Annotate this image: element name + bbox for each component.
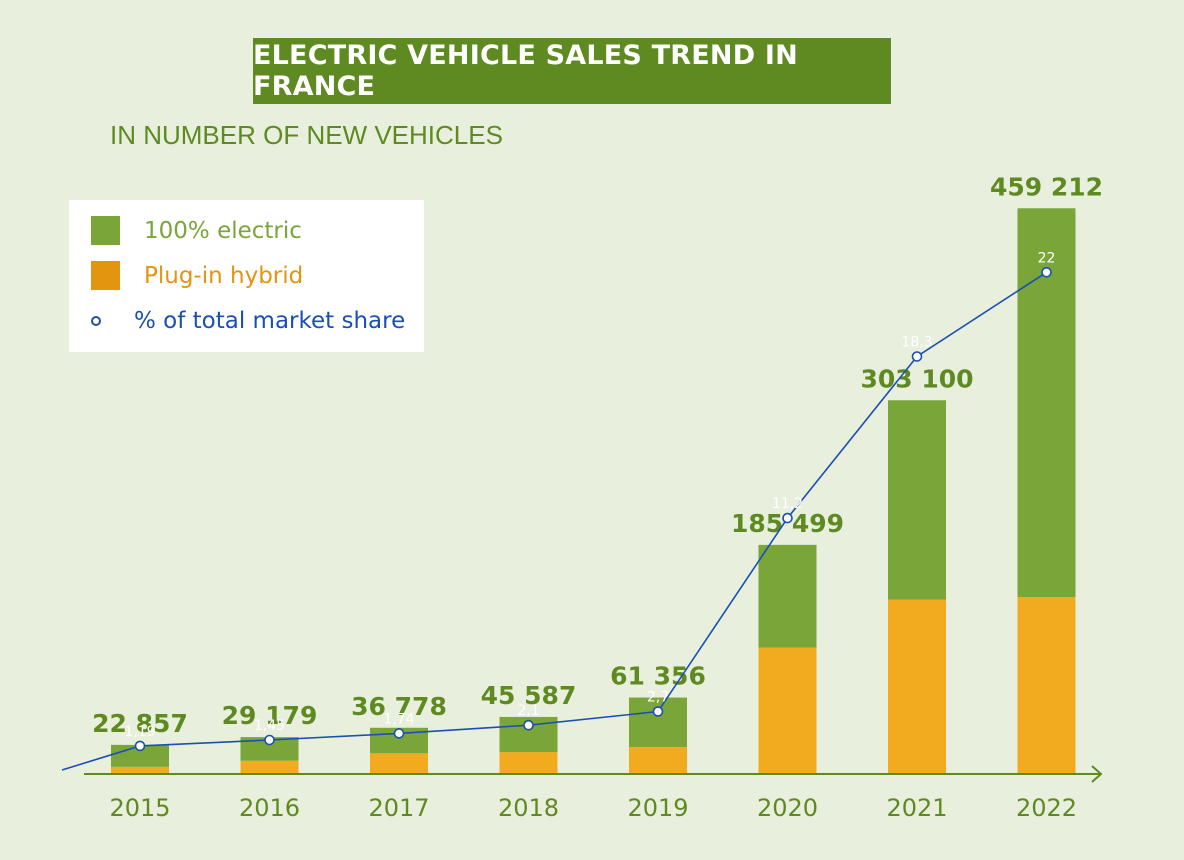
x-tick-2018: 2018 xyxy=(498,794,559,822)
bar-hybrid-2020 xyxy=(758,647,817,773)
x-tick-2020: 2020 xyxy=(757,794,818,822)
x-tick-2016: 2016 xyxy=(239,794,300,822)
legend-label-hybrid: Plug-in hybrid xyxy=(144,262,304,289)
bar-electric-2020 xyxy=(758,544,817,648)
legend-item-share: % of total market share xyxy=(91,308,405,334)
legend-swatch-electric xyxy=(91,216,120,245)
bar-electric-2019 xyxy=(629,697,687,748)
share-point-2019 xyxy=(652,706,664,717)
share-label-2020: 11,2 xyxy=(772,496,803,512)
bar-hybrid-2019 xyxy=(629,747,687,773)
bar-hybrid-2021 xyxy=(888,599,946,773)
share-label-2016: 1,45 xyxy=(254,718,285,734)
total-label-2022: 459 212 xyxy=(990,172,1103,201)
legend-label-electric: 100% electric xyxy=(144,217,302,244)
share-point-2016 xyxy=(264,734,275,746)
legend-swatch-hybrid xyxy=(91,261,120,290)
x-tick-2022: 2022 xyxy=(1016,794,1077,822)
bar-hybrid-2016 xyxy=(240,760,299,773)
legend: 100% electric Plug-in hybrid % of total … xyxy=(69,200,424,352)
share-label-2015: 1,19 xyxy=(124,724,155,740)
total-label-2015: 22 857 xyxy=(92,709,188,738)
bar-electric-2022 xyxy=(1017,208,1076,598)
share-point-2020 xyxy=(782,512,793,524)
bar-hybrid-2018 xyxy=(499,752,558,773)
share-label-2021: 18,3 xyxy=(901,334,932,350)
total-label-2017: 36 778 xyxy=(351,692,447,721)
legend-item-electric: 100% electric xyxy=(91,216,302,245)
share-point-2017 xyxy=(393,728,405,739)
total-label-2016: 29 179 xyxy=(222,701,318,730)
total-label-2018: 45 587 xyxy=(481,681,577,710)
share-label-2022: 22 xyxy=(1038,250,1056,266)
share-point-2018 xyxy=(523,719,534,731)
bar-electric-2016 xyxy=(240,737,299,761)
legend-label-share: % of total market share xyxy=(134,308,406,334)
title-banner: ELECTRIC VEHICLE SALES TREND IN FRANCE xyxy=(253,38,891,104)
share-point-2015 xyxy=(134,740,146,752)
share-label-2019: 2,7 xyxy=(647,690,669,706)
share-point-2021 xyxy=(911,351,923,362)
share-label-2018: 2,1 xyxy=(517,703,539,719)
bar-hybrid-2022 xyxy=(1017,597,1076,773)
total-label-2021: 303 100 xyxy=(860,364,973,393)
x-tick-2015: 2015 xyxy=(109,794,170,822)
total-label-2019: 61 356 xyxy=(610,662,706,691)
chart-title: ELECTRIC VEHICLE SALES TREND IN FRANCE xyxy=(253,40,798,102)
legend-item-hybrid: Plug-in hybrid xyxy=(91,261,303,290)
x-tick-2021: 2021 xyxy=(886,794,947,822)
chart-subtitle: IN NUMBER OF NEW VEHICLES xyxy=(110,120,503,150)
legend-marker-share xyxy=(91,316,101,326)
bar-hybrid-2017 xyxy=(370,753,428,773)
share-point-2022 xyxy=(1041,266,1052,278)
x-axis-arrow xyxy=(1091,765,1103,783)
x-tick-2019: 2019 xyxy=(627,794,688,822)
share-label-2017: 1,74 xyxy=(383,711,414,727)
bar-hybrid-2015 xyxy=(111,766,169,773)
bar-electric-2021 xyxy=(888,400,946,600)
x-tick-2017: 2017 xyxy=(368,794,429,822)
